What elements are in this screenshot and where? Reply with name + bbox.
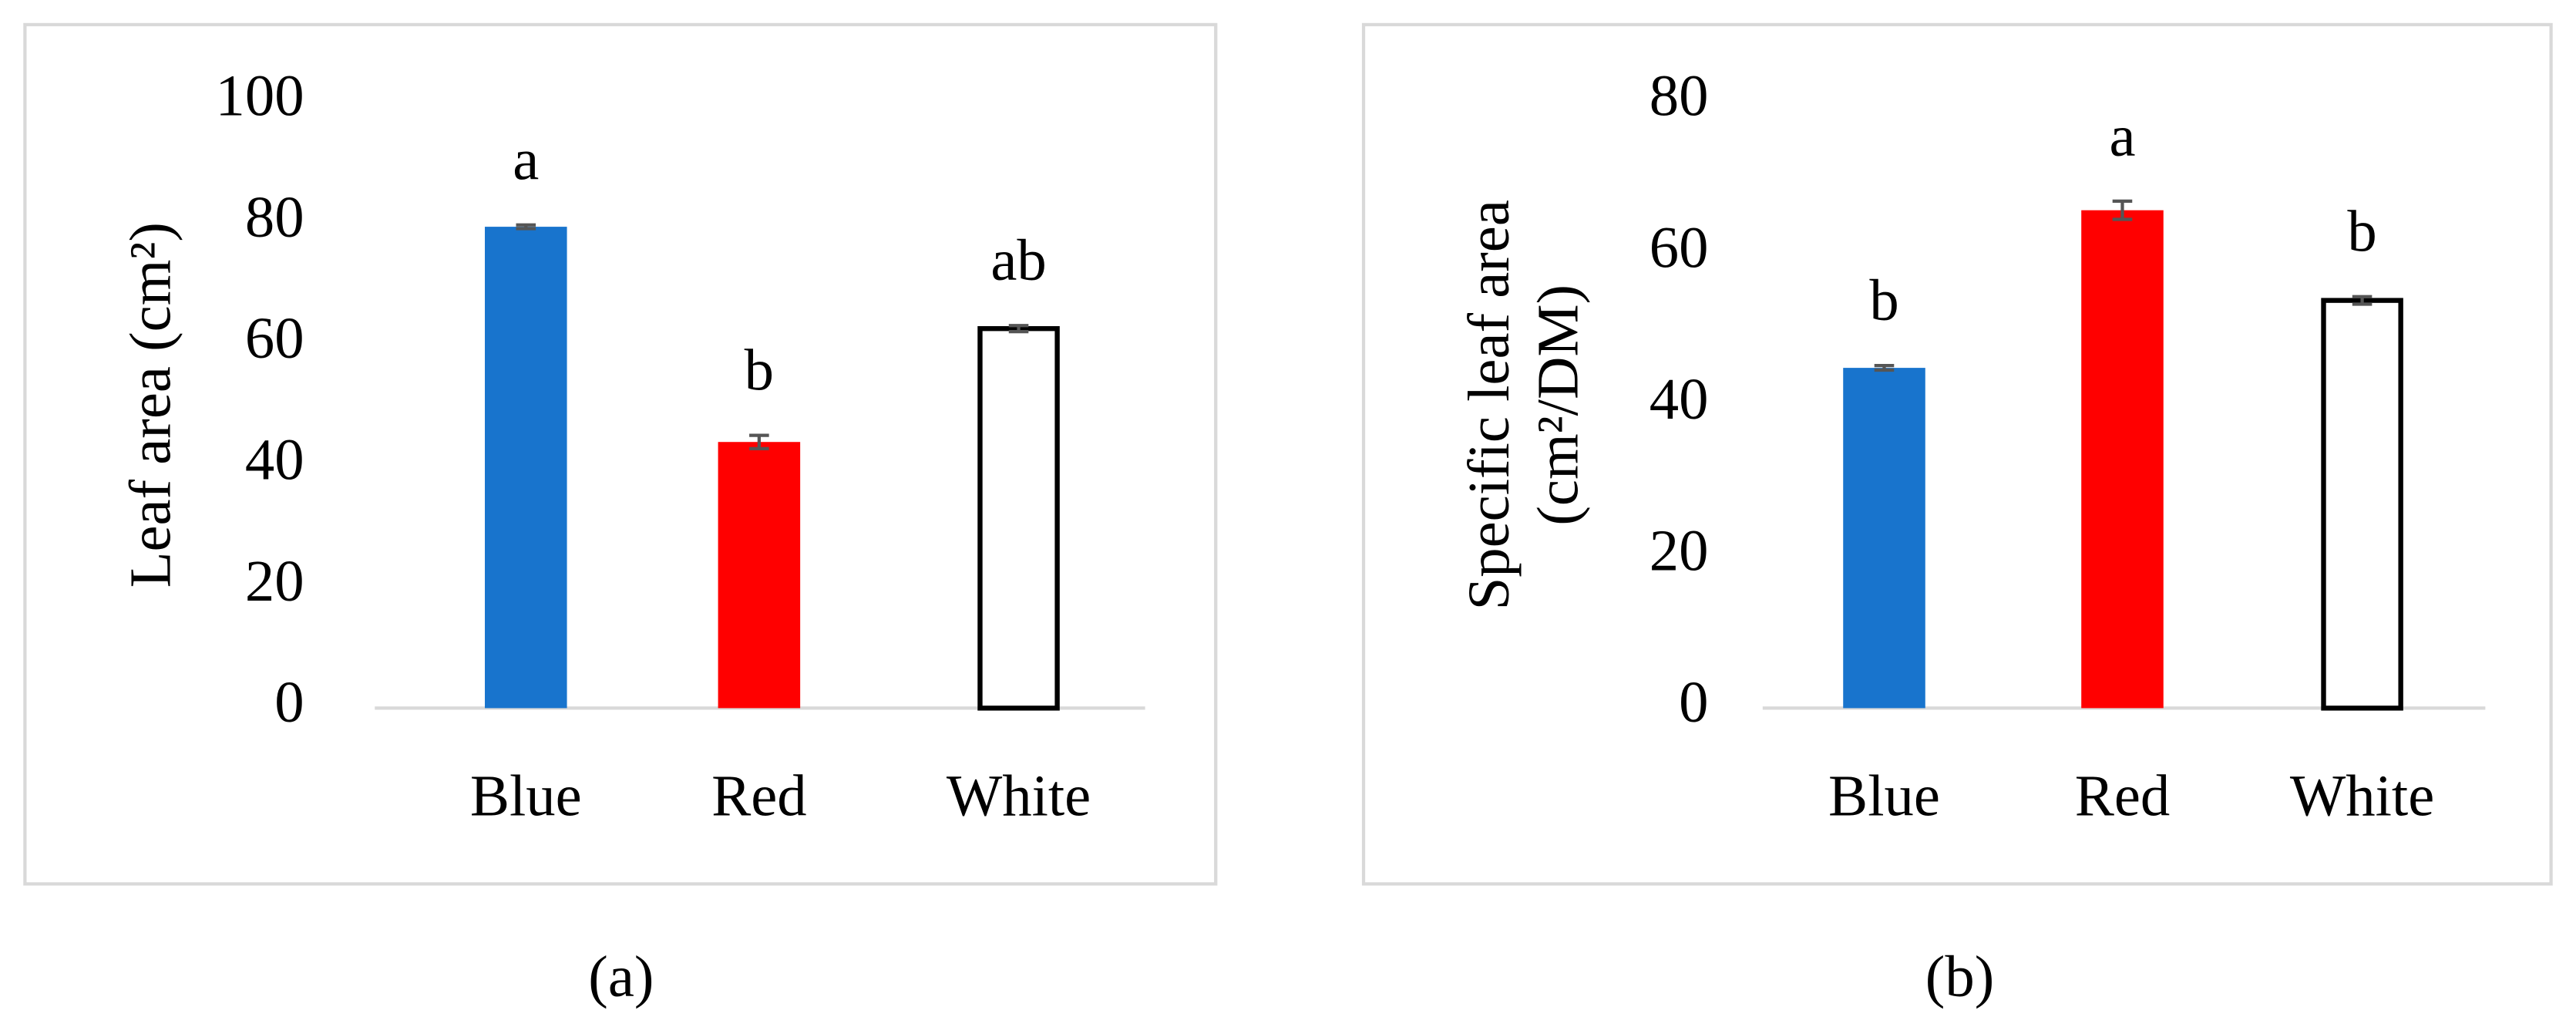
bar	[485, 227, 567, 709]
y-tick-label: 20	[1650, 517, 1709, 583]
bar	[2321, 298, 2403, 711]
bar	[1843, 368, 1925, 709]
y-tick-label: 80	[1650, 63, 1709, 129]
y-tick-label: 100	[216, 63, 304, 129]
y-tick-label: 60	[245, 305, 304, 371]
y-axis-label: Leaf area (cm²)	[117, 222, 183, 588]
bar	[2081, 210, 2164, 709]
y-tick-label: 40	[1650, 366, 1709, 432]
significance-letter: ab	[990, 227, 1046, 293]
y-tick-label: 40	[245, 426, 304, 492]
panel-caption: (b)	[1925, 944, 1994, 1009]
significance-letter: b	[1869, 268, 1898, 333]
significance-letter: b	[745, 337, 774, 402]
significance-letter: b	[2347, 199, 2376, 264]
x-tick-label: White	[947, 763, 1091, 828]
x-tick-label: Red	[711, 763, 807, 828]
y-tick-label: 20	[245, 548, 304, 614]
significance-letter: a	[513, 127, 539, 193]
bar	[718, 442, 801, 709]
y-tick-label: 60	[1650, 214, 1709, 280]
panel-caption: (a)	[588, 944, 654, 1009]
significance-letter: a	[2109, 103, 2135, 169]
panel-frame	[1361, 22, 2553, 886]
x-tick-label: Blue	[470, 763, 582, 828]
y-tick-label: 80	[245, 184, 304, 250]
y-axis-label: (cm²/DM)	[1525, 285, 1591, 526]
y-tick-label: 0	[1679, 669, 1708, 735]
y-axis-label: Specific leaf area	[1456, 200, 1522, 610]
panel-frame	[23, 22, 1218, 886]
bar	[977, 325, 1060, 711]
x-tick-label: White	[2290, 763, 2434, 828]
y-tick-label: 0	[274, 669, 304, 735]
x-tick-label: Blue	[1828, 763, 1940, 828]
x-tick-label: Red	[2075, 763, 2171, 828]
